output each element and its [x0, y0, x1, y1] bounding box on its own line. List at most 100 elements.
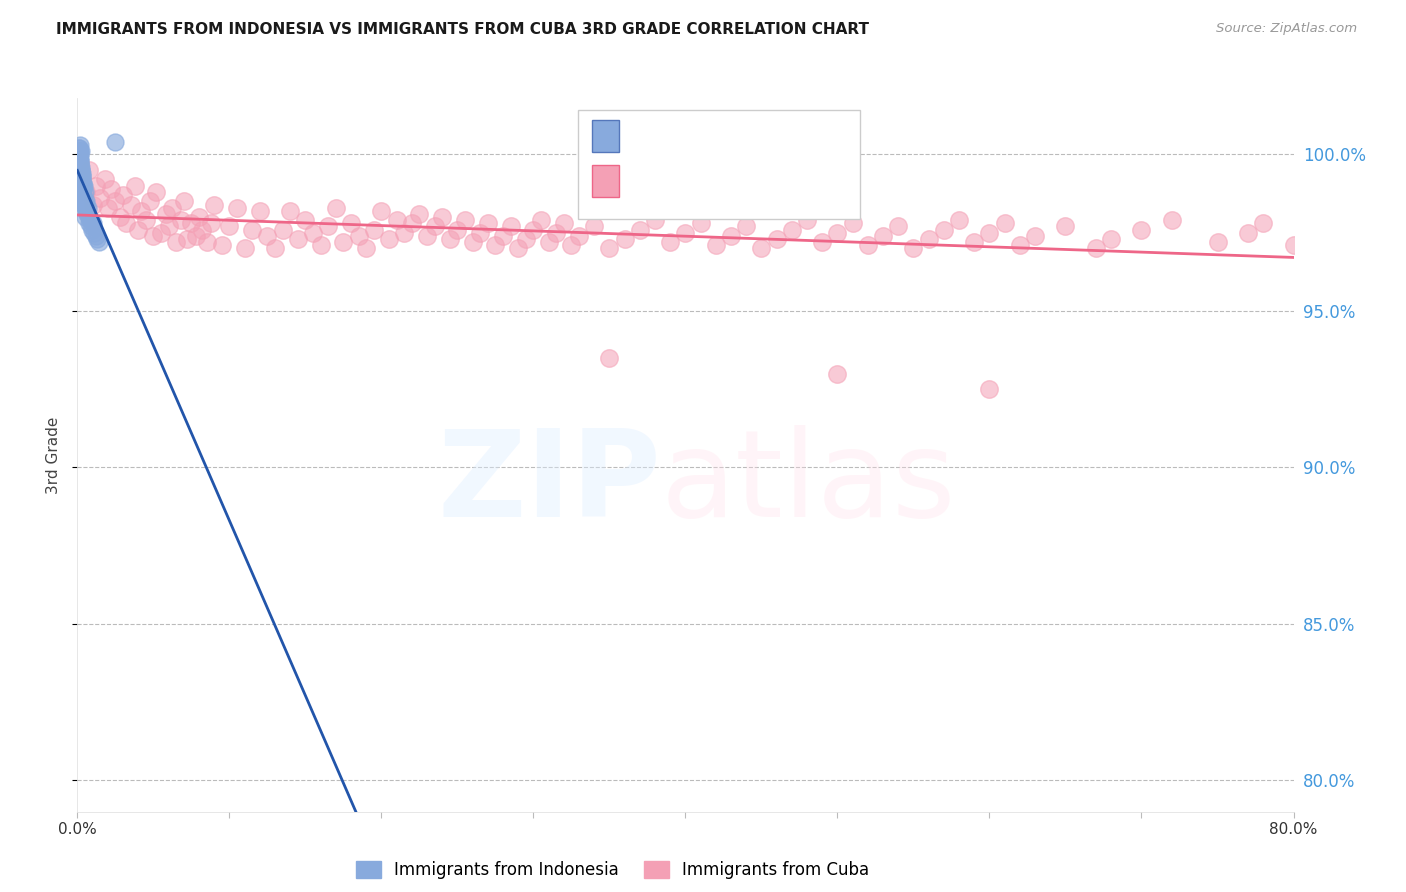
Point	[69, 157, 91, 171]
Point	[264, 241, 287, 255]
Point	[827, 226, 849, 240]
Point	[142, 228, 165, 243]
Point	[202, 197, 225, 211]
Point	[73, 178, 96, 193]
Point	[546, 226, 568, 240]
Point	[423, 219, 446, 234]
Point	[145, 185, 167, 199]
Point	[188, 210, 211, 224]
Point	[86, 232, 108, 246]
Point	[69, 157, 91, 171]
Point	[332, 235, 354, 249]
Point	[67, 163, 90, 178]
Point	[149, 226, 172, 240]
Point	[568, 228, 591, 243]
Point	[887, 219, 910, 234]
Point	[67, 141, 90, 155]
Point	[385, 213, 408, 227]
Point	[73, 185, 96, 199]
Point	[70, 172, 93, 186]
Point	[484, 238, 506, 252]
Point	[108, 210, 131, 224]
Point	[994, 216, 1017, 230]
Point	[73, 197, 96, 211]
Point	[69, 166, 91, 180]
Point	[470, 226, 492, 240]
Point	[294, 213, 316, 227]
Text: ZIP: ZIP	[437, 425, 661, 542]
Point	[80, 219, 103, 234]
Point	[1084, 241, 1107, 255]
Point	[856, 238, 879, 252]
Point	[115, 216, 138, 230]
Text: R =   0.378    N =   59: R = 0.378 N = 59	[626, 127, 825, 145]
Point	[165, 235, 187, 249]
Point	[87, 235, 110, 249]
Point	[139, 194, 162, 209]
Point	[79, 216, 101, 230]
Point	[751, 241, 773, 255]
Point	[211, 238, 233, 252]
Point	[195, 235, 218, 249]
Point	[73, 210, 96, 224]
Point	[173, 194, 195, 209]
Point	[644, 213, 666, 227]
Point	[75, 194, 97, 209]
Point	[583, 219, 606, 234]
Point	[79, 163, 101, 178]
Point	[392, 226, 415, 240]
Point	[72, 191, 94, 205]
Point	[97, 201, 120, 215]
Point	[325, 201, 347, 215]
Point	[841, 216, 863, 230]
Point	[67, 147, 90, 161]
Point	[979, 226, 1001, 240]
Point	[439, 232, 461, 246]
Point	[401, 216, 423, 230]
Point	[492, 228, 515, 243]
Point	[170, 213, 193, 227]
Point	[70, 172, 93, 186]
Point	[218, 219, 240, 234]
Point	[69, 151, 91, 165]
Point	[73, 201, 96, 215]
Point	[124, 178, 146, 193]
Point	[316, 219, 339, 234]
Point	[932, 222, 955, 236]
Point	[69, 153, 91, 168]
Point	[84, 228, 107, 243]
Point	[69, 145, 91, 159]
Point	[155, 207, 177, 221]
Point	[67, 153, 90, 168]
Point	[120, 197, 142, 211]
Point	[530, 213, 553, 227]
Point	[765, 232, 787, 246]
Point	[720, 228, 742, 243]
Point	[67, 141, 90, 155]
Point	[80, 222, 103, 236]
Point	[1008, 238, 1031, 252]
Point	[735, 219, 758, 234]
Legend: Immigrants from Indonesia, Immigrants from Cuba: Immigrants from Indonesia, Immigrants fr…	[349, 854, 876, 886]
Point	[89, 191, 111, 205]
Point	[918, 232, 941, 246]
Point	[157, 219, 180, 234]
Point	[67, 160, 90, 174]
Point	[598, 241, 620, 255]
Y-axis label: 3rd Grade: 3rd Grade	[46, 417, 62, 493]
Point	[309, 238, 332, 252]
Point	[240, 222, 263, 236]
Point	[811, 235, 834, 249]
Point	[872, 228, 894, 243]
Point	[659, 235, 682, 249]
Point	[1237, 226, 1260, 240]
Point	[82, 216, 104, 230]
Point	[70, 169, 93, 184]
Text: Source: ZipAtlas.com: Source: ZipAtlas.com	[1216, 22, 1357, 36]
Point	[69, 147, 91, 161]
Point	[461, 235, 484, 249]
Point	[73, 191, 96, 205]
Point	[613, 232, 636, 246]
Point	[100, 182, 122, 196]
Point	[477, 216, 499, 230]
